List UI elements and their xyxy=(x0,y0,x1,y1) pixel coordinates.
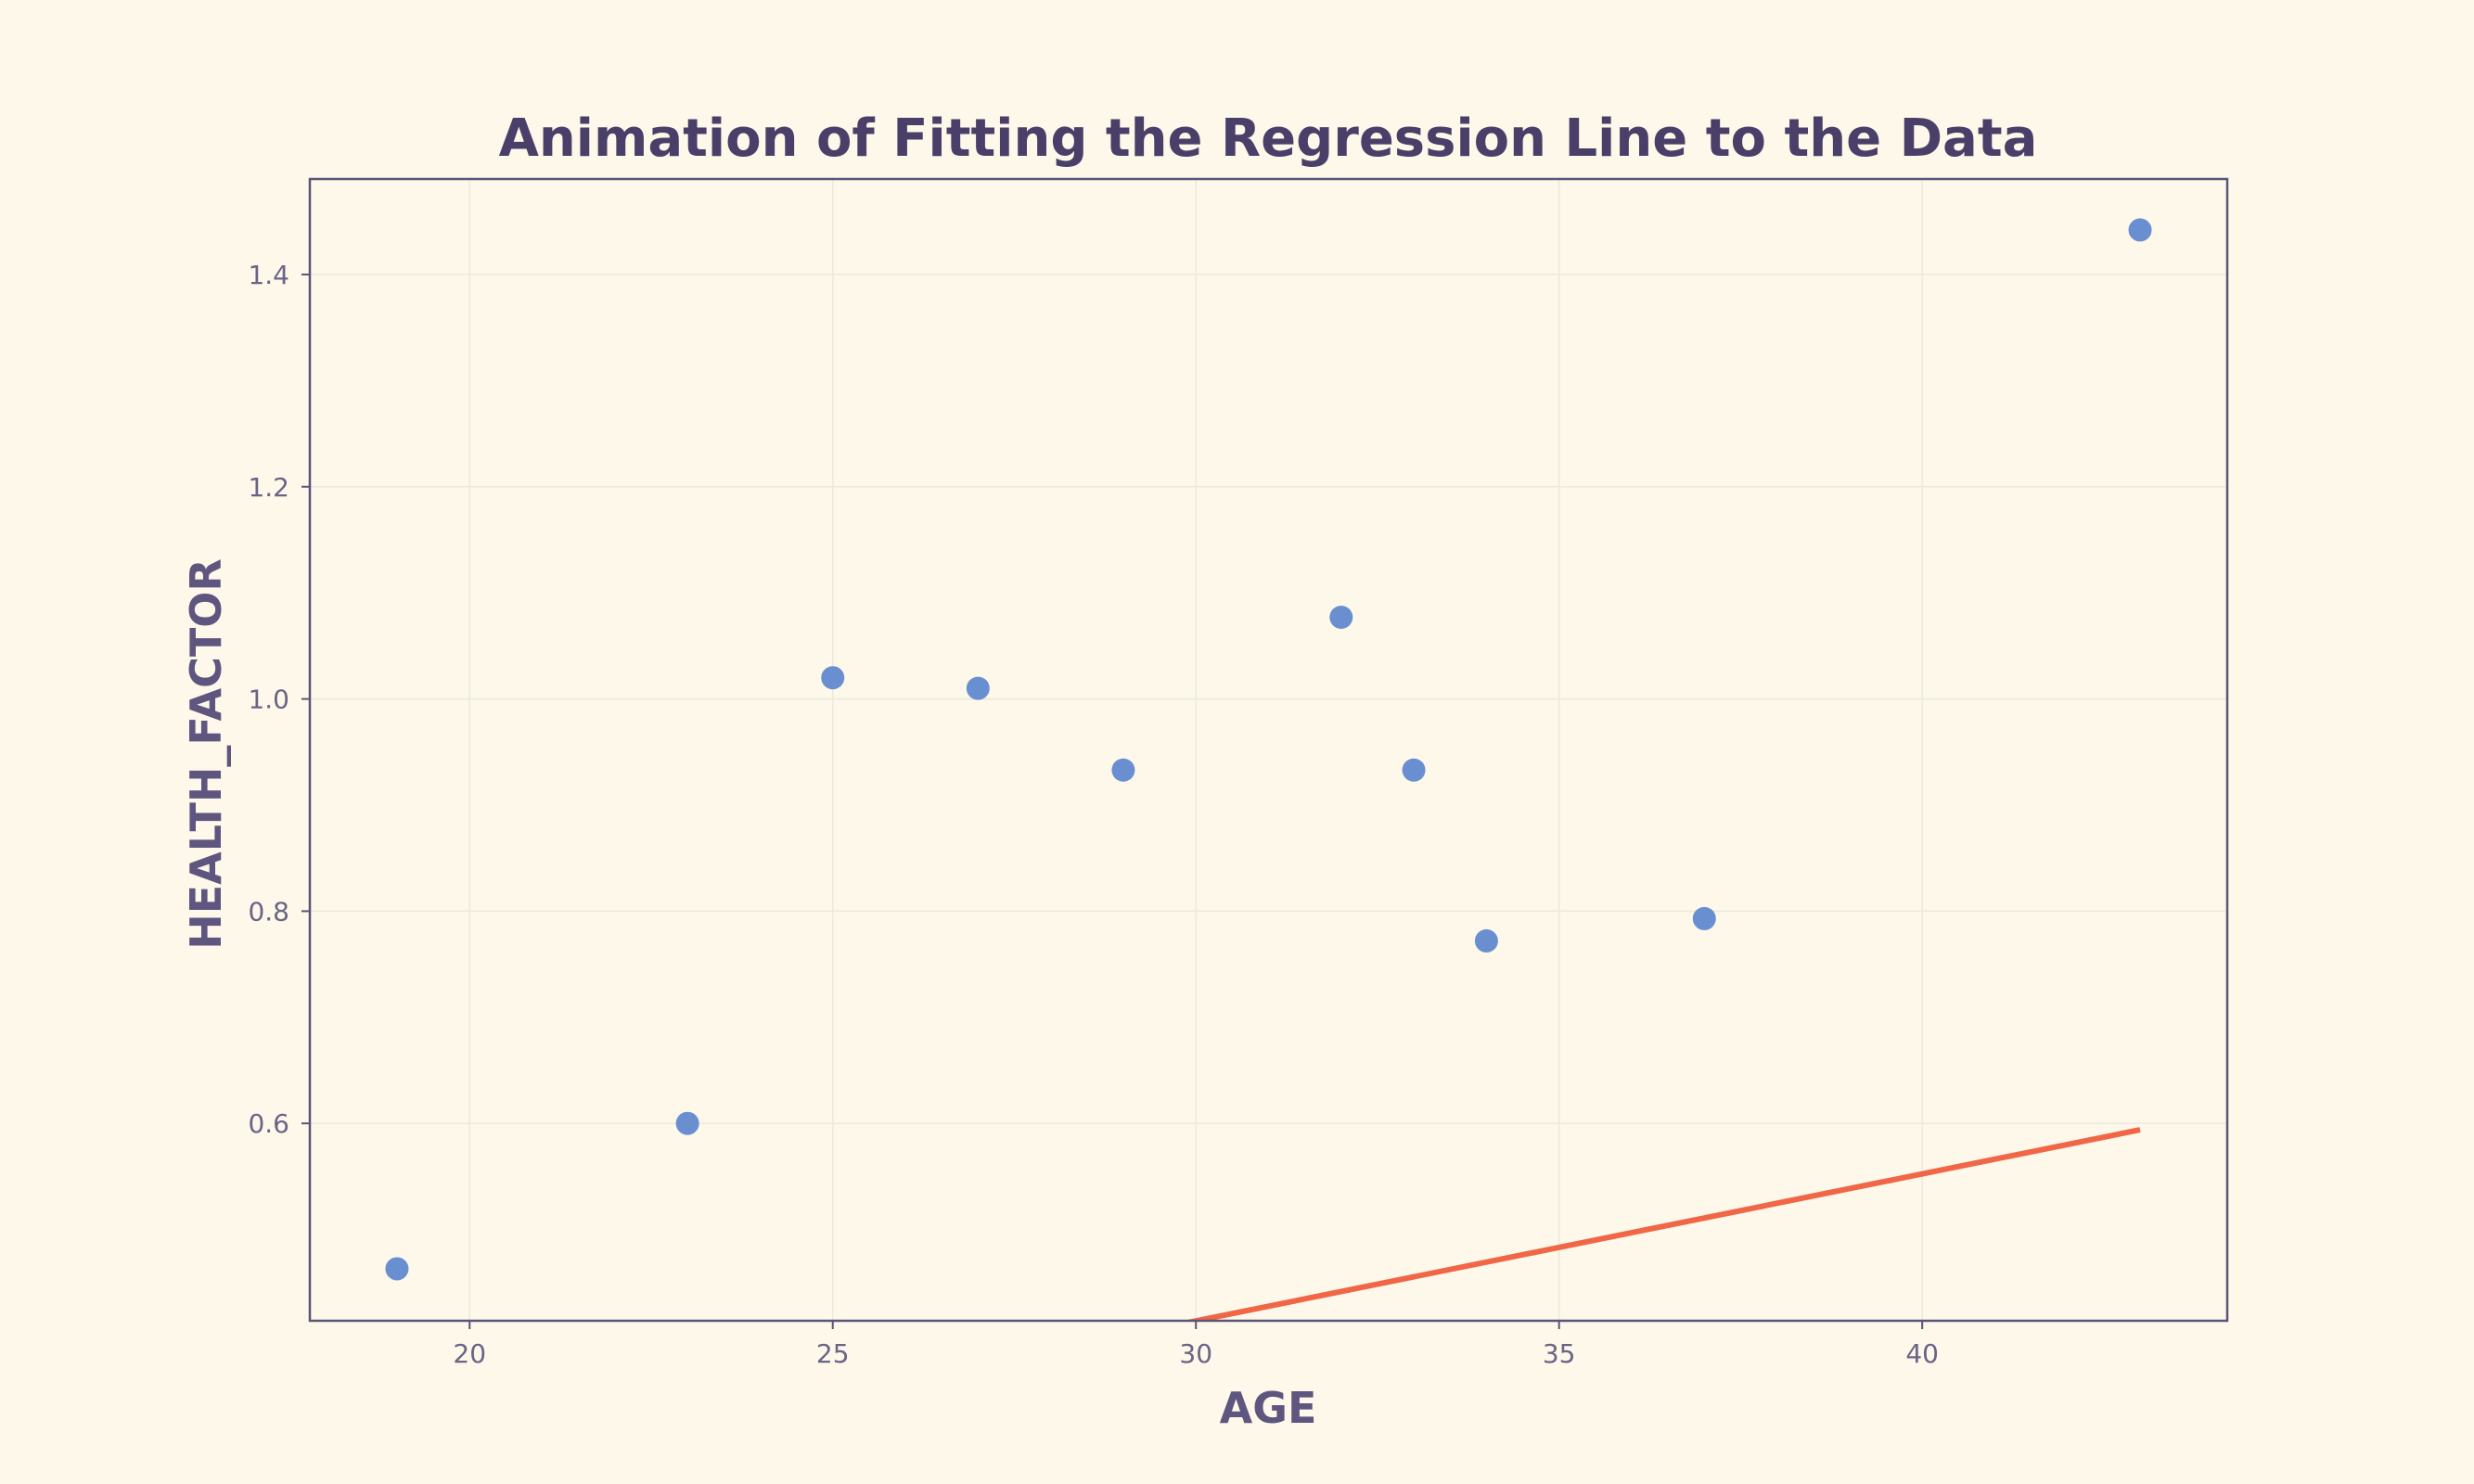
data-point xyxy=(966,676,990,700)
y-tick-label: 1.4 xyxy=(248,260,289,290)
regression-line xyxy=(1182,1127,2141,1321)
x-tick-label: 35 xyxy=(1543,1338,1576,1369)
plot-frame xyxy=(308,177,2229,1323)
data-point xyxy=(821,666,845,690)
y-axis-ticks: 0.6 0.8 1.0 1.2 1.4 xyxy=(248,260,310,1139)
x-tick-label: 30 xyxy=(1179,1338,1212,1369)
x-axis-label: AGE xyxy=(1220,1383,1317,1433)
data-point xyxy=(1474,928,1498,953)
plot-marks xyxy=(385,218,2152,1321)
data-point xyxy=(675,1111,699,1135)
x-tick-label: 40 xyxy=(1905,1338,1939,1369)
data-point xyxy=(1329,605,1353,629)
x-tick-label: 25 xyxy=(816,1338,850,1369)
data-point xyxy=(385,1257,409,1281)
grid xyxy=(310,179,2227,1321)
data-point xyxy=(1692,906,1716,930)
data-point xyxy=(1111,758,1135,782)
data-point xyxy=(1402,758,1426,782)
y-tick-label: 1.2 xyxy=(248,472,289,503)
y-tick-label: 0.6 xyxy=(248,1108,289,1139)
chart-title: Animation of Fitting the Regression Line… xyxy=(499,109,2038,169)
data-point xyxy=(2128,218,2152,242)
y-tick-label: 0.8 xyxy=(248,896,289,927)
y-axis-label: HEALTH_FACTOR xyxy=(181,558,231,950)
x-axis-ticks: 20 25 30 35 40 xyxy=(453,1321,1939,1369)
x-tick-label: 20 xyxy=(453,1338,486,1369)
y-tick-label: 1.0 xyxy=(248,684,289,715)
